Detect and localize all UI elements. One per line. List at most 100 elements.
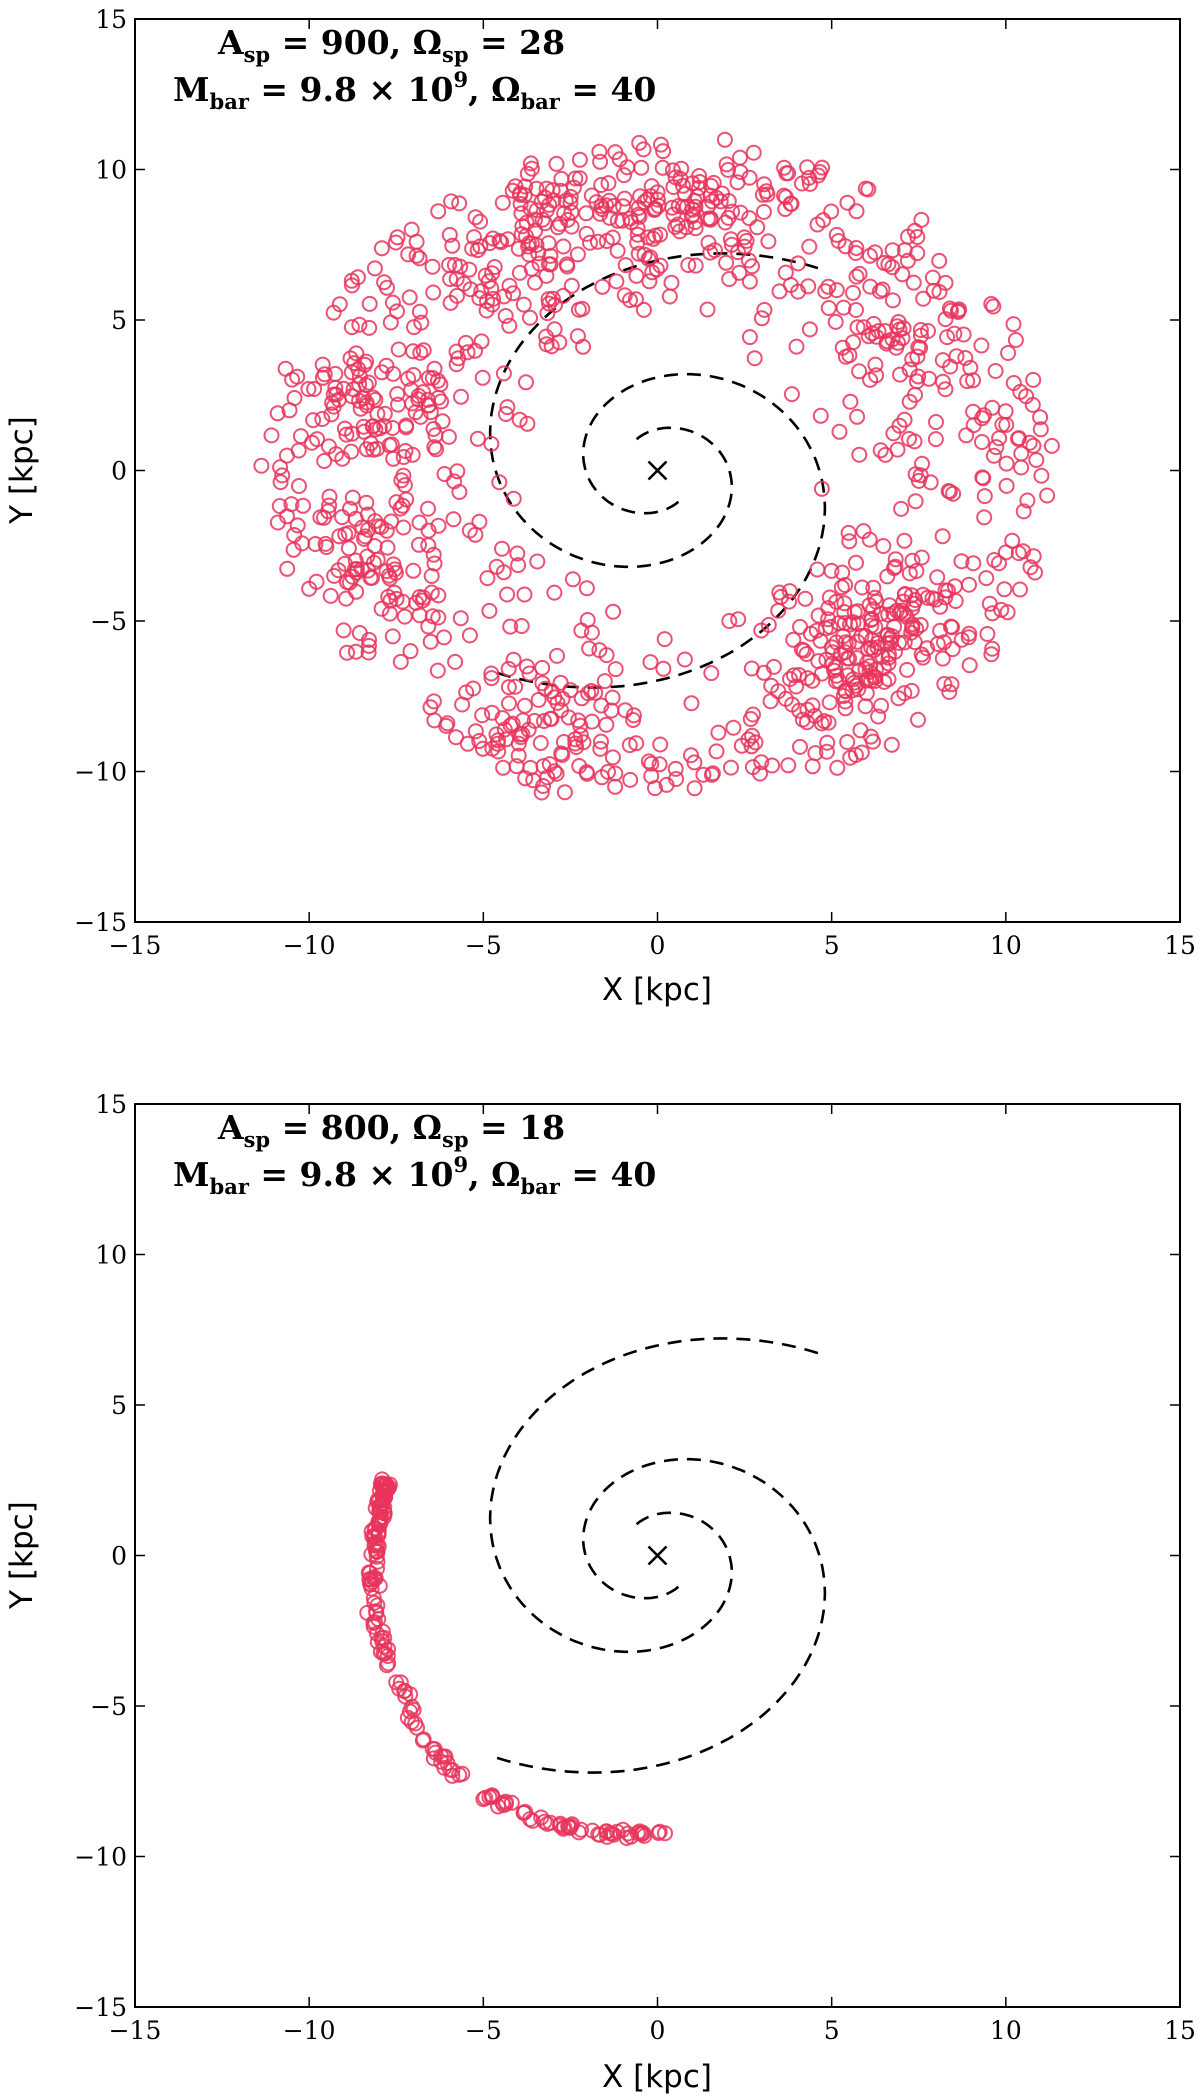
particle-point	[791, 702, 808, 719]
particle-point	[973, 337, 990, 354]
particle-point	[851, 363, 868, 380]
particle-point	[496, 288, 513, 305]
center-cross	[647, 1545, 668, 1566]
particle-point	[354, 519, 371, 536]
particle-point	[445, 511, 462, 528]
particle-point	[272, 474, 289, 491]
particle-point	[508, 758, 525, 775]
particle-point	[438, 717, 455, 734]
particle-point	[706, 242, 723, 259]
particle-point	[426, 360, 443, 377]
particle-point	[499, 231, 516, 248]
particle-point	[471, 733, 488, 749]
particle-point	[934, 528, 951, 545]
particle-point	[974, 469, 991, 486]
particle-point	[362, 569, 379, 586]
particle-point	[334, 509, 351, 526]
particle-point	[807, 745, 824, 762]
bottom-x-axis-label: X [kpc]	[602, 2059, 712, 2095]
y-tick-label: 5	[111, 1391, 127, 1420]
particle-point	[828, 593, 845, 610]
particle-point	[483, 670, 500, 687]
particle-point	[819, 734, 836, 751]
particle-point	[499, 399, 516, 416]
center-cross	[647, 460, 668, 481]
particle-point	[912, 339, 929, 356]
particle-point	[365, 1569, 382, 1586]
particle-point	[884, 242, 901, 259]
particle-point	[481, 235, 498, 252]
particle-point	[668, 771, 685, 787]
particle-point	[958, 427, 975, 444]
particle-point	[1005, 316, 1022, 333]
particle-point	[824, 655, 841, 672]
particle-point	[867, 356, 884, 373]
particle-point	[907, 493, 924, 510]
particle-point	[1032, 409, 1049, 426]
particle-point	[567, 170, 584, 187]
particle-point	[876, 255, 893, 271]
particle-point	[557, 192, 574, 209]
particle-point	[770, 602, 787, 619]
particle-point	[494, 540, 510, 557]
particle-point	[652, 736, 669, 753]
particle-point	[359, 1604, 376, 1621]
particle-point	[411, 514, 428, 531]
y-tick-label: 5	[111, 306, 127, 335]
particle-point	[392, 653, 409, 670]
particle-point	[799, 714, 815, 731]
particle-point	[849, 319, 866, 336]
particle-point	[553, 745, 570, 762]
particle-point	[943, 676, 960, 693]
particle-point	[801, 321, 818, 338]
particle-point	[361, 319, 378, 336]
particle-point	[425, 284, 442, 301]
particle-point	[491, 233, 508, 249]
particle-point	[703, 177, 719, 194]
particle-point	[467, 342, 483, 359]
particle-point	[452, 610, 469, 627]
particle-point	[448, 729, 464, 746]
particle-point	[351, 625, 368, 641]
top-annotation-line1: Asp = 900, Ωsp = 28	[217, 23, 565, 67]
particle-point	[753, 310, 770, 327]
particle-point	[863, 612, 880, 628]
particle-point	[454, 1765, 471, 1782]
particle-point	[818, 743, 835, 760]
particle-point	[851, 265, 868, 282]
particle-point	[997, 544, 1014, 561]
particle-point	[429, 662, 446, 679]
particle-point	[998, 455, 1015, 472]
top-panel: −15−15 −10 −10 −5 −5 0 0 5 5 10 10 15 15 X [kpc] Y […	[4, 5, 1196, 1008]
particle-point	[865, 601, 882, 618]
particle-point	[905, 595, 922, 612]
particle-point	[361, 295, 378, 312]
particle-point	[459, 735, 476, 752]
particle-point	[865, 315, 882, 332]
particle-point	[887, 551, 904, 568]
particle-point	[851, 662, 868, 679]
particle-point	[286, 390, 303, 406]
particle-point	[592, 153, 609, 170]
particle-point	[771, 584, 788, 601]
particle-point	[686, 780, 703, 797]
particle-point	[828, 282, 845, 299]
particle-point	[867, 661, 884, 678]
particle-point	[520, 238, 537, 255]
particle-point	[873, 697, 890, 714]
particle-point	[848, 240, 865, 256]
particle-point	[614, 1821, 631, 1838]
particle-point	[903, 682, 920, 699]
particle-point	[720, 161, 737, 178]
particle-point	[513, 205, 530, 222]
particle-point	[642, 654, 659, 671]
particle-point	[928, 414, 944, 430]
particle-point	[439, 1755, 456, 1771]
particle-point	[420, 397, 437, 414]
particle-point	[934, 650, 951, 667]
particle-point	[845, 614, 862, 631]
particle-point	[554, 690, 571, 707]
particle-point	[351, 376, 368, 393]
particle-point	[837, 700, 854, 717]
particle-point	[783, 386, 800, 403]
